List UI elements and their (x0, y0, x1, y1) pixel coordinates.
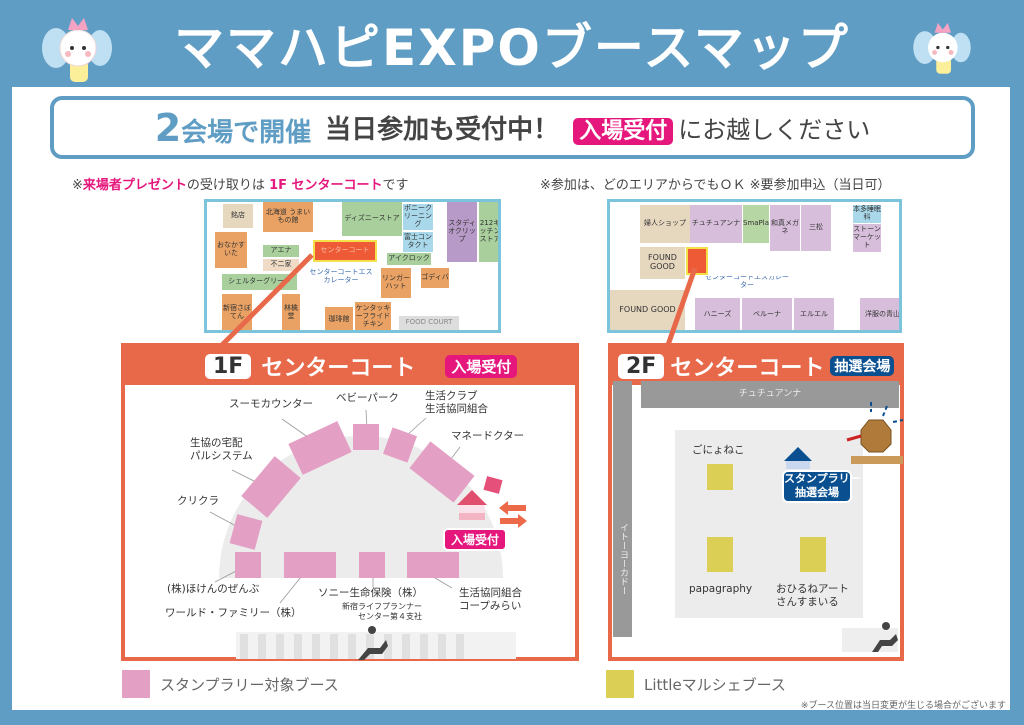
escalator-label: センターコートエスカレーター (309, 268, 373, 284)
booth-babypark[interactable] (353, 424, 379, 450)
map-store: 和真メガネ (770, 205, 800, 251)
label-babypark: ベビーパーク (336, 392, 399, 404)
escalator-label: センターコートエスカレーター (705, 276, 789, 288)
map-store: 不二家 (263, 259, 299, 271)
legend-label: Littleマルシェブース (644, 675, 786, 694)
map-store: 珈琲館 (325, 307, 353, 330)
booth-hoken-no-zenbu[interactable] (235, 552, 261, 578)
floor-2f-header: 2F センターコート 抽選会場 (612, 347, 900, 385)
floor-label: 2F (618, 353, 665, 379)
legend-label: スタンプラリー対象ブース (160, 675, 339, 694)
legend-little-marche: Littleマルシェブース (606, 670, 786, 698)
reception-badge: 入場受付 (445, 354, 518, 378)
banner-tail: にお越しください (678, 116, 871, 144)
legend-swatch-yellow (606, 670, 634, 698)
floor-1f-header: 1F センターコート 入場受付 (125, 347, 575, 385)
map-store: ディズニーストア (342, 202, 402, 236)
center-court-marker (686, 247, 708, 275)
same-day-text: 当日参加も受付中！ (325, 115, 560, 145)
label-seikatsu-club: 生活クラブ 生活協同組合 (425, 390, 488, 416)
lottery-drum-icon (846, 402, 904, 464)
lottery-badge: 抽選会場 (830, 356, 895, 376)
map-store: アエナ (263, 245, 299, 257)
map-store: ベルーナ (742, 298, 792, 330)
map-store: リンガーハット (381, 268, 411, 298)
map-store: 212キッチンストア (479, 202, 498, 262)
map-store: ケンタッキーフライドチキン (355, 302, 391, 330)
escalator-2f-icon (842, 622, 898, 652)
map-store: おなかすいた (215, 232, 247, 268)
store-itoyokado: イトーヨーカドー (613, 381, 632, 637)
label-papagraphy: papagraphy (689, 583, 753, 595)
label-sony-branch: 新宿ライフプランナー センター第４支社 (342, 602, 422, 621)
label-money-doctor: マネードクター (451, 430, 525, 442)
map-store: シェルターグリーン (222, 274, 297, 290)
map-store: 北海道 うまいもの館 (263, 202, 313, 232)
map-store: 洋服の青山 (860, 298, 899, 330)
entrance-label: 入場受付 (443, 528, 508, 551)
venue-count: 2 (154, 105, 182, 150)
minimap-1f: 銘店 北海道 うまいもの館 ディズニーストア ポニークリーニング おなかすいた … (204, 199, 501, 333)
note-present: 来場者プレゼント (82, 178, 187, 193)
map-store: アイクロック (387, 253, 431, 265)
booth-papagraphy[interactable] (707, 537, 733, 572)
map-store: FOUND GOOD (610, 290, 685, 330)
label-hoken-no-zenbu: (株)ほけんのぜんぶ (167, 583, 260, 595)
map-store: ストーンマーケット (853, 224, 881, 252)
footnote: ※ブース位置は当日変更が生じる場合がございます (800, 701, 1006, 711)
mascot-right-icon (913, 22, 971, 74)
map-store: ポニークリーニング (403, 204, 433, 230)
legend-stamp-rally: スタンプラリー対象ブース (122, 670, 339, 698)
map-store: チュチュアンナ (690, 205, 742, 243)
participation-note: ※参加は、どのエリアからでもＯＫ ※要参加申込（当日可） (540, 178, 891, 193)
label-palsystem: 生協の宅配 パルシステム (190, 437, 253, 463)
map-store: FOUND GOOD (640, 247, 685, 279)
map-store: エルエル (794, 298, 834, 330)
map-store: 本多睡眠科 (853, 205, 881, 223)
map-store: 三松 (801, 205, 831, 251)
booth-world-family[interactable] (284, 552, 336, 578)
label-kurikura: クリクラ (177, 495, 219, 507)
note-location: 1F センターコート (269, 178, 383, 193)
venue-text: 会場で開催 (181, 117, 312, 148)
booth-gonyoneko[interactable] (707, 464, 733, 490)
floor-label: 1F (205, 353, 252, 379)
label-ohirune-art: おひるねアート さんすまいる (776, 583, 849, 609)
mascot-left-icon (42, 18, 112, 82)
food-court-label: FOOD COURT (399, 316, 459, 330)
note-tail: です (382, 178, 409, 193)
label-gonyoneko: ごにょねこ (692, 444, 745, 456)
map-store: 婦人ショップ (640, 205, 690, 243)
present-note: ※来場者プレゼントの受け取りは 1F センターコートです (72, 174, 409, 193)
label-world-family: ワールド・ファミリー（株） (165, 607, 302, 619)
lottery-tent-icon (784, 447, 812, 469)
booth-ohirune-art[interactable] (800, 537, 826, 572)
map-store: スタディオクリップ (447, 202, 477, 262)
map-store: ハニーズ (695, 298, 740, 330)
map-store: 林檎堂 (282, 294, 300, 330)
map-store: 富士コンタクト (403, 232, 433, 252)
map-store: 新宿さぼてん (222, 294, 252, 330)
lottery-label: スタンプラリー 抽選会場 (782, 470, 861, 503)
booth-sony-life[interactable] (359, 552, 385, 578)
page-title: ママハピEXPOブースマップ (174, 19, 850, 77)
label-suumo: スーモカウンター (229, 398, 313, 410)
map-store: ゴディバ (421, 268, 449, 288)
note-mark: ※ (72, 178, 83, 193)
map-store: SmaPla (743, 205, 769, 243)
center-court-marker: センターコート (313, 240, 377, 262)
legend-swatch-pink (122, 670, 150, 698)
info-banner: 2会場で開催 当日参加も受付中！ 入場受付 にお越しください (50, 96, 975, 159)
area-name: センターコート (261, 356, 416, 381)
map-store: 銘店 (223, 204, 253, 228)
label-coop-mirai: 生活協同組合 コープみらい (459, 587, 522, 613)
center-court-2f-area (675, 430, 863, 618)
booth-coop-mirai[interactable] (407, 552, 459, 578)
label-sony-life: ソニー生命保険（株） (318, 587, 423, 599)
minimap-2f: 婦人ショップ チュチュアンナ SmaPla 和真メガネ 三松 本多睡眠科 ストー… (607, 199, 902, 333)
reception-badge: 入場受付 (573, 118, 674, 145)
note-mid: の受け取りは (186, 178, 270, 193)
area-name: センターコート (670, 356, 825, 381)
store-chuchuanna: チュチュアンナ (641, 381, 899, 408)
